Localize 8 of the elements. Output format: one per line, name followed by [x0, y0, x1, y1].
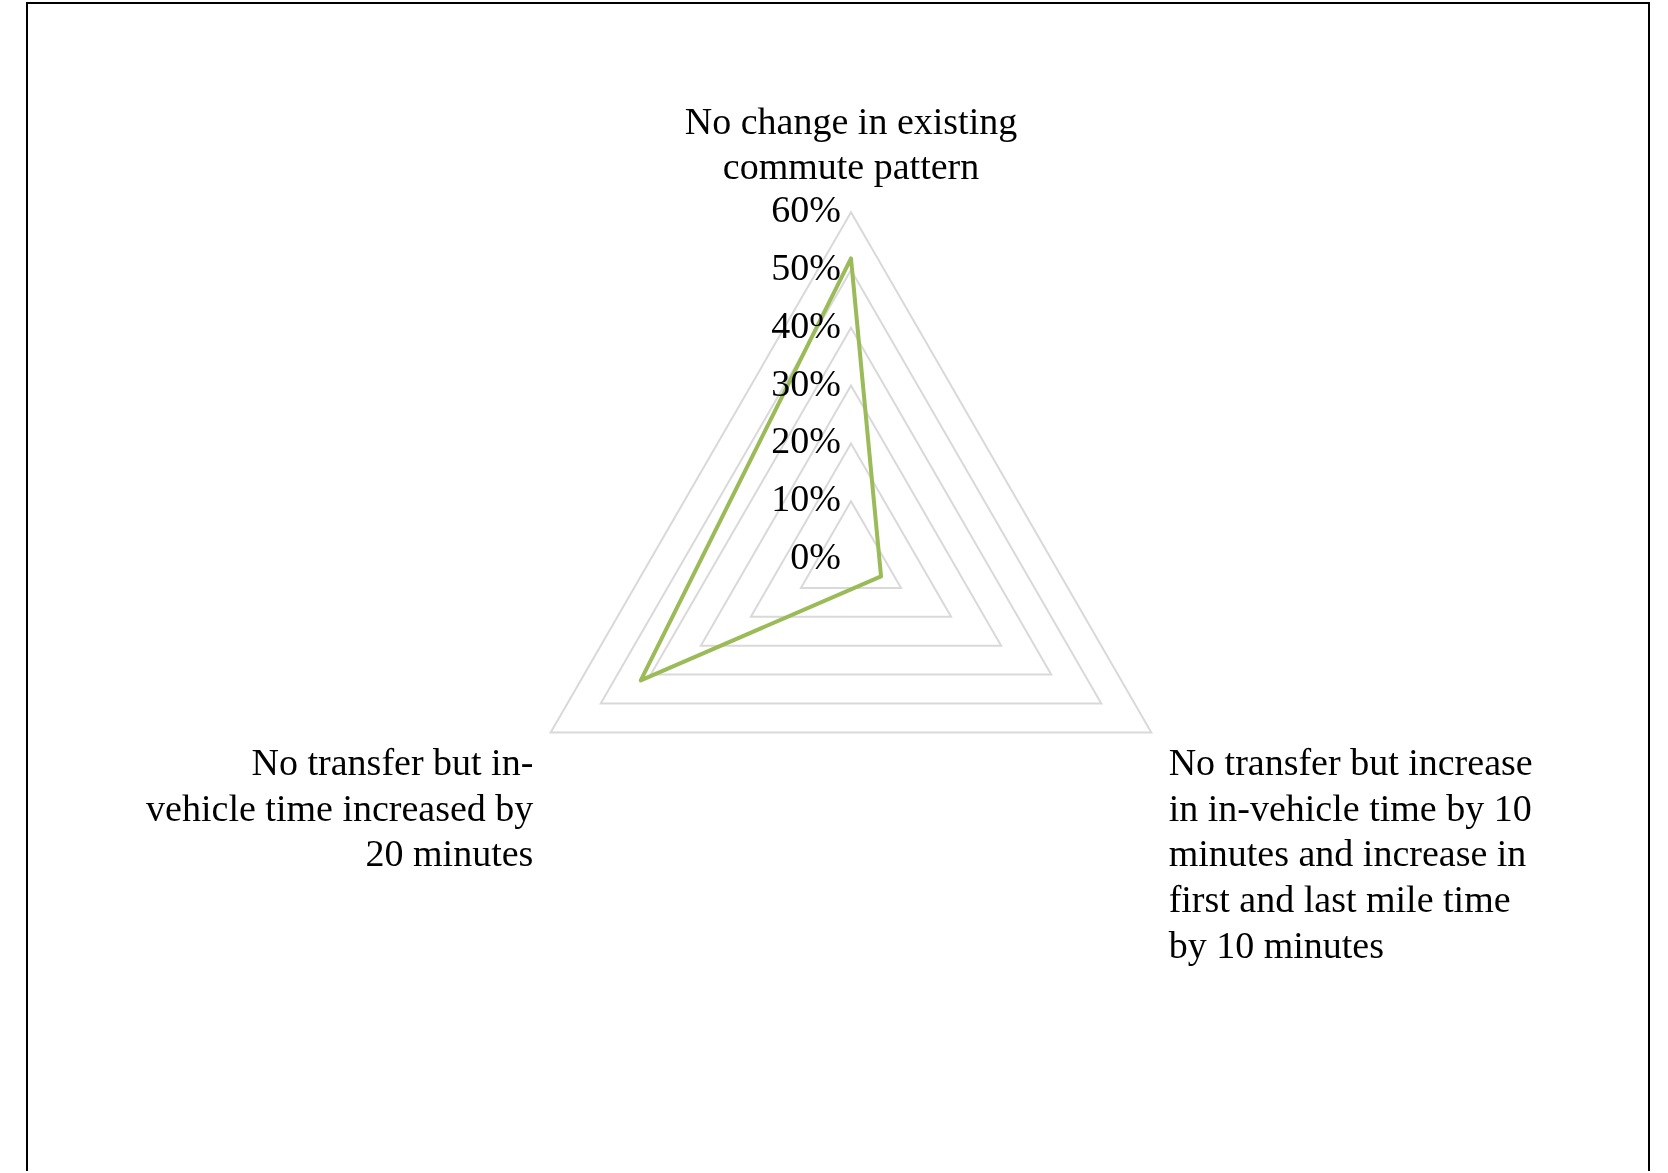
y-tick-label: 60%	[771, 188, 841, 231]
y-tick-label: 0%	[790, 534, 841, 577]
y-tick-label: 10%	[771, 477, 841, 520]
spoke-label: No transfer but in-vehicle time increased by 20 minutes	[146, 741, 534, 875]
spoke-label: No transfer but increase in in-vehicle time by 10 minutes and increase in first and last mile time by 10 minutes	[1168, 741, 1533, 966]
y-tick-label: 50%	[771, 245, 841, 288]
y-tick-label: 20%	[771, 419, 841, 462]
spoke-label: No change in existing commute pattern	[684, 99, 1018, 188]
